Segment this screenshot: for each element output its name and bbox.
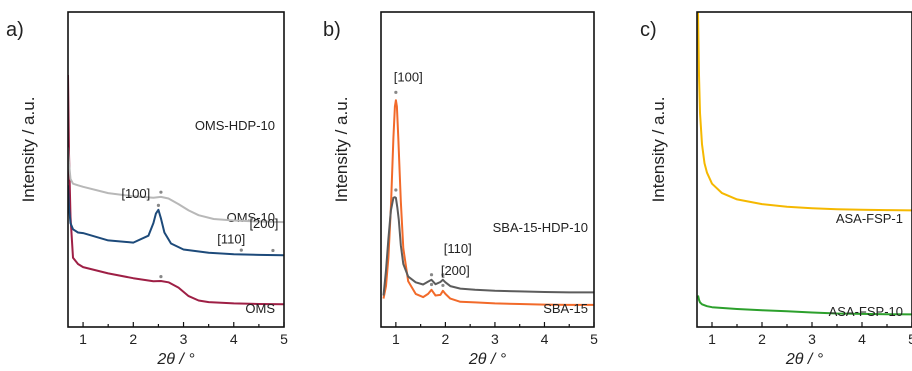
- series-label: OMS-HDP-10: [195, 118, 275, 133]
- series-label: SBA-15: [543, 301, 588, 316]
- peak-marker: [441, 283, 445, 288]
- peak-annotation: [100]: [121, 186, 150, 201]
- y-axis-label: Intensity / a.u.: [649, 97, 668, 203]
- panel-2: SBA-15-HDP-10 SBA-15 [100] [110] [200] 1 2 3 4 5 2…: [323, 11, 598, 368]
- peak-marker: [156, 203, 161, 208]
- series-line-sba-15-hdp-10: [382, 99, 594, 306]
- x-tick-label: 4: [858, 331, 866, 347]
- series-line-sba-15: [382, 196, 594, 296]
- series-label: OMS: [245, 301, 275, 316]
- series-line-oms-10: [68, 185, 284, 257]
- x-tick-label: 5: [590, 331, 598, 347]
- x-tick-label: 5: [908, 331, 912, 347]
- series-line-asa-fsp-1: [697, 12, 912, 212]
- peak-marker: [271, 248, 275, 253]
- peak-marker: [429, 282, 434, 287]
- series-line-oms: [68, 147, 284, 224]
- x-tick-label: 1: [392, 331, 400, 347]
- peak-marker: [159, 190, 163, 194]
- peak-annotation: [100]: [394, 69, 423, 84]
- series-label: ASA-FSP-10: [829, 304, 903, 319]
- peak-marker: [159, 275, 163, 279]
- panel-label: c): [640, 19, 657, 41]
- peak-marker: [394, 188, 398, 192]
- series-line-asa-fsp-10: [697, 295, 912, 316]
- x-tick-label: 5: [280, 331, 288, 347]
- panel-label: a): [6, 19, 24, 41]
- x-tick-label: 1: [708, 331, 716, 347]
- x-axis-label: 2θ / °: [468, 351, 507, 368]
- y-axis-label: Intensity / a.u.: [19, 97, 38, 203]
- series-label: SBA-15-HDP-10: [493, 220, 588, 235]
- peak-annotation: [200]: [249, 216, 278, 231]
- x-tick-label: 3: [808, 331, 816, 347]
- peak-marker: [441, 273, 445, 277]
- x-tick-label: 4: [541, 331, 549, 347]
- x-tick-label: 2: [129, 331, 137, 347]
- plot-frame: [380, 11, 595, 328]
- x-tick-label: 3: [491, 331, 499, 347]
- series-line-oms-hdp-10: [68, 74, 284, 306]
- panel-3: ASA-FSP-1 ASA-FSP-10 1 2 3 4 5 2θ / ° Intensity …: [640, 11, 912, 368]
- plot-frame: [67, 11, 285, 328]
- x-axis-label: 2θ / °: [156, 351, 195, 368]
- series-label: ASA-FSP-1: [836, 211, 903, 226]
- peak-annotation: [110]: [444, 241, 472, 256]
- panel-label: b): [323, 19, 341, 41]
- x-tick-label: 4: [230, 331, 238, 347]
- x-axis-label: 2θ / °: [785, 351, 824, 368]
- peak-marker: [429, 273, 434, 277]
- peak-annotation: [110]: [217, 232, 245, 247]
- x-tick-label: 2: [758, 331, 766, 347]
- peak-marker: [394, 90, 398, 94]
- y-axis-label: Intensity / a.u.: [332, 97, 351, 203]
- plot-frame: [696, 11, 912, 328]
- x-tick-label: 2: [441, 331, 449, 347]
- x-tick-label: 1: [79, 331, 87, 347]
- peak-annotation: [200]: [441, 263, 470, 278]
- peak-marker: [239, 248, 243, 252]
- x-tick-label: 3: [180, 331, 188, 347]
